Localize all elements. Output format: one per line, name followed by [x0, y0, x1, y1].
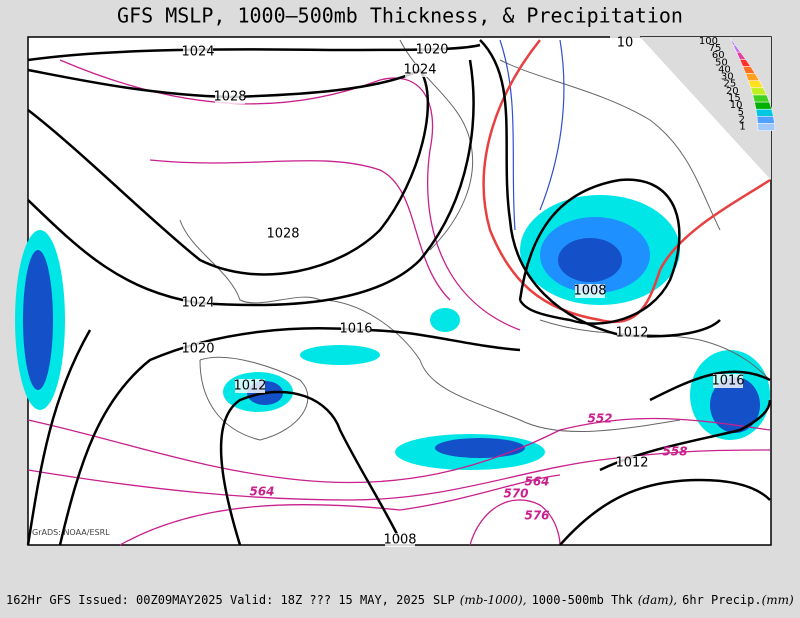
- footer-bar: [0, 580, 800, 618]
- pressure-label: 1008: [573, 284, 606, 299]
- label-bg: [617, 326, 647, 340]
- map-title: GFS MSLP, 1000–500mb Thickness, & Precip…: [117, 4, 683, 28]
- legend-label: 15: [728, 93, 741, 104]
- legend-label: 20: [726, 86, 739, 97]
- label-bg: [215, 90, 245, 104]
- pressure-label: 1020: [181, 342, 214, 357]
- pressure-label: 1012: [233, 379, 266, 394]
- label-bg: [183, 342, 213, 356]
- thickness-cold: [499, 39, 565, 231]
- label-bg: [268, 227, 298, 241]
- footer-run: 162Hr GFS Issued: 00Z09MAY2025 Valid: 18…: [6, 593, 425, 607]
- thickness-label: 552: [587, 412, 612, 426]
- map-frame: [27, 36, 772, 546]
- label-bg: [183, 296, 213, 310]
- pressure-label: 1028: [266, 227, 299, 242]
- pressure-label: 1012: [615, 326, 648, 341]
- footer-slp: SLP: [433, 593, 455, 607]
- pressure-label: 10: [617, 36, 634, 51]
- footer-slp-unit: (mb-1000),: [460, 593, 527, 607]
- legend-label: 60: [712, 50, 725, 61]
- label-bg: [713, 374, 743, 388]
- thickness-label: 570: [503, 487, 528, 501]
- label-bg: [417, 43, 447, 57]
- pressure-label: 1008: [383, 533, 416, 548]
- legend-label: 75: [709, 43, 722, 54]
- precip: [15, 195, 770, 470]
- legend-label: 5: [738, 107, 744, 118]
- pressure-label: 1012: [615, 456, 648, 471]
- pressure-label: 1024: [181, 296, 214, 311]
- pressure-label: 1028: [213, 90, 246, 105]
- legend-swatch: [752, 94, 770, 103]
- isobars: [26, 39, 772, 546]
- label-bg: [183, 45, 213, 59]
- label-bg: [341, 322, 371, 336]
- legend-label: 30: [721, 72, 734, 83]
- thickness-label: 564: [249, 485, 274, 499]
- pressure-label: 1024: [181, 45, 214, 60]
- legend-label: 40: [718, 64, 731, 75]
- label-bg: [405, 63, 435, 77]
- label-bg: [610, 36, 640, 50]
- credit: GrADS: NOAA/ESRL: [32, 528, 110, 537]
- footer-precip-unit: (mm): [762, 593, 794, 607]
- pressure-label: 1024: [403, 63, 436, 78]
- legend-label: 2: [739, 114, 745, 125]
- thickness-label: 576: [524, 509, 549, 523]
- legend-label: 50: [715, 57, 728, 68]
- footer-thk-unit: (dam),: [638, 593, 677, 607]
- label-bg: [385, 533, 415, 547]
- label-bg: [617, 456, 647, 470]
- pressure-label: 1016: [711, 374, 744, 389]
- legend-label: 100: [699, 36, 718, 47]
- footer-precip: 6hr Precip.: [682, 593, 761, 607]
- pressure-label: 1016: [339, 322, 372, 337]
- thickness-label: 564: [524, 475, 549, 489]
- legend-label: 1: [739, 121, 745, 132]
- footer: 162Hr GFS Issued: 00Z09MAY2025 Valid: 18…: [6, 593, 794, 607]
- label-bg: [575, 284, 605, 298]
- pressure-label: 1020: [415, 43, 448, 58]
- legend-corner: [640, 37, 771, 180]
- legend-swatch: [756, 116, 775, 124]
- thickness-label: 558: [662, 445, 687, 459]
- legend-label: 10: [730, 100, 743, 111]
- legend-swatch: [755, 108, 774, 117]
- footer-thk: 1000-500mb Thk: [532, 593, 634, 607]
- legend-swatch: [754, 101, 773, 110]
- thickness-540: [482, 39, 771, 324]
- title-bar: [0, 0, 800, 36]
- legend-swatch: [757, 123, 776, 131]
- thickness-lines: [27, 59, 771, 546]
- legend-label: 25: [724, 79, 737, 90]
- label-bg: [235, 379, 265, 393]
